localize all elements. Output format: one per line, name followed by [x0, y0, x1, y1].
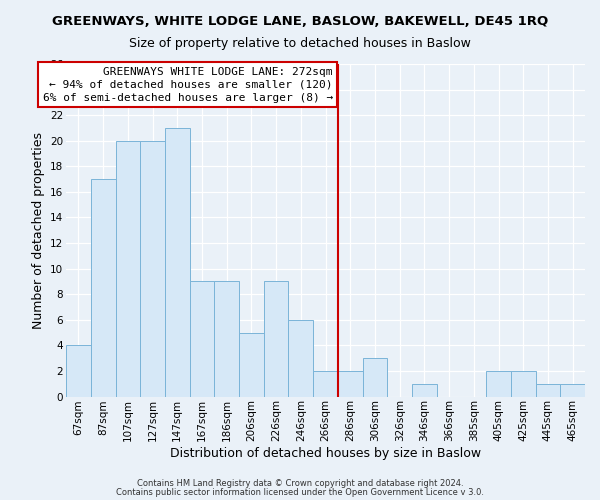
Bar [362, 358, 388, 397]
Bar [264, 282, 289, 397]
Text: GREENWAYS WHITE LODGE LANE: 272sqm
← 94% of detached houses are smaller (120)
6%: GREENWAYS WHITE LODGE LANE: 272sqm ← 94%… [43, 66, 333, 103]
Bar [560, 384, 585, 396]
Text: GREENWAYS, WHITE LODGE LANE, BASLOW, BAKEWELL, DE45 1RQ: GREENWAYS, WHITE LODGE LANE, BASLOW, BAK… [52, 15, 548, 28]
Bar [412, 384, 437, 396]
X-axis label: Distribution of detached houses by size in Baslow: Distribution of detached houses by size … [170, 447, 481, 460]
Bar [116, 140, 140, 396]
Text: Size of property relative to detached houses in Baslow: Size of property relative to detached ho… [129, 38, 471, 51]
Bar [313, 371, 338, 396]
Bar [91, 179, 116, 396]
Bar [338, 371, 362, 396]
Bar [165, 128, 190, 396]
Bar [486, 371, 511, 396]
Bar [66, 346, 91, 397]
Bar [289, 320, 313, 396]
Bar [140, 140, 165, 396]
Bar [536, 384, 560, 396]
Bar [511, 371, 536, 396]
Text: Contains HM Land Registry data © Crown copyright and database right 2024.: Contains HM Land Registry data © Crown c… [137, 479, 463, 488]
Text: Contains public sector information licensed under the Open Government Licence v : Contains public sector information licen… [116, 488, 484, 497]
Bar [239, 332, 264, 396]
Bar [190, 282, 214, 397]
Bar [214, 282, 239, 397]
Y-axis label: Number of detached properties: Number of detached properties [32, 132, 44, 329]
